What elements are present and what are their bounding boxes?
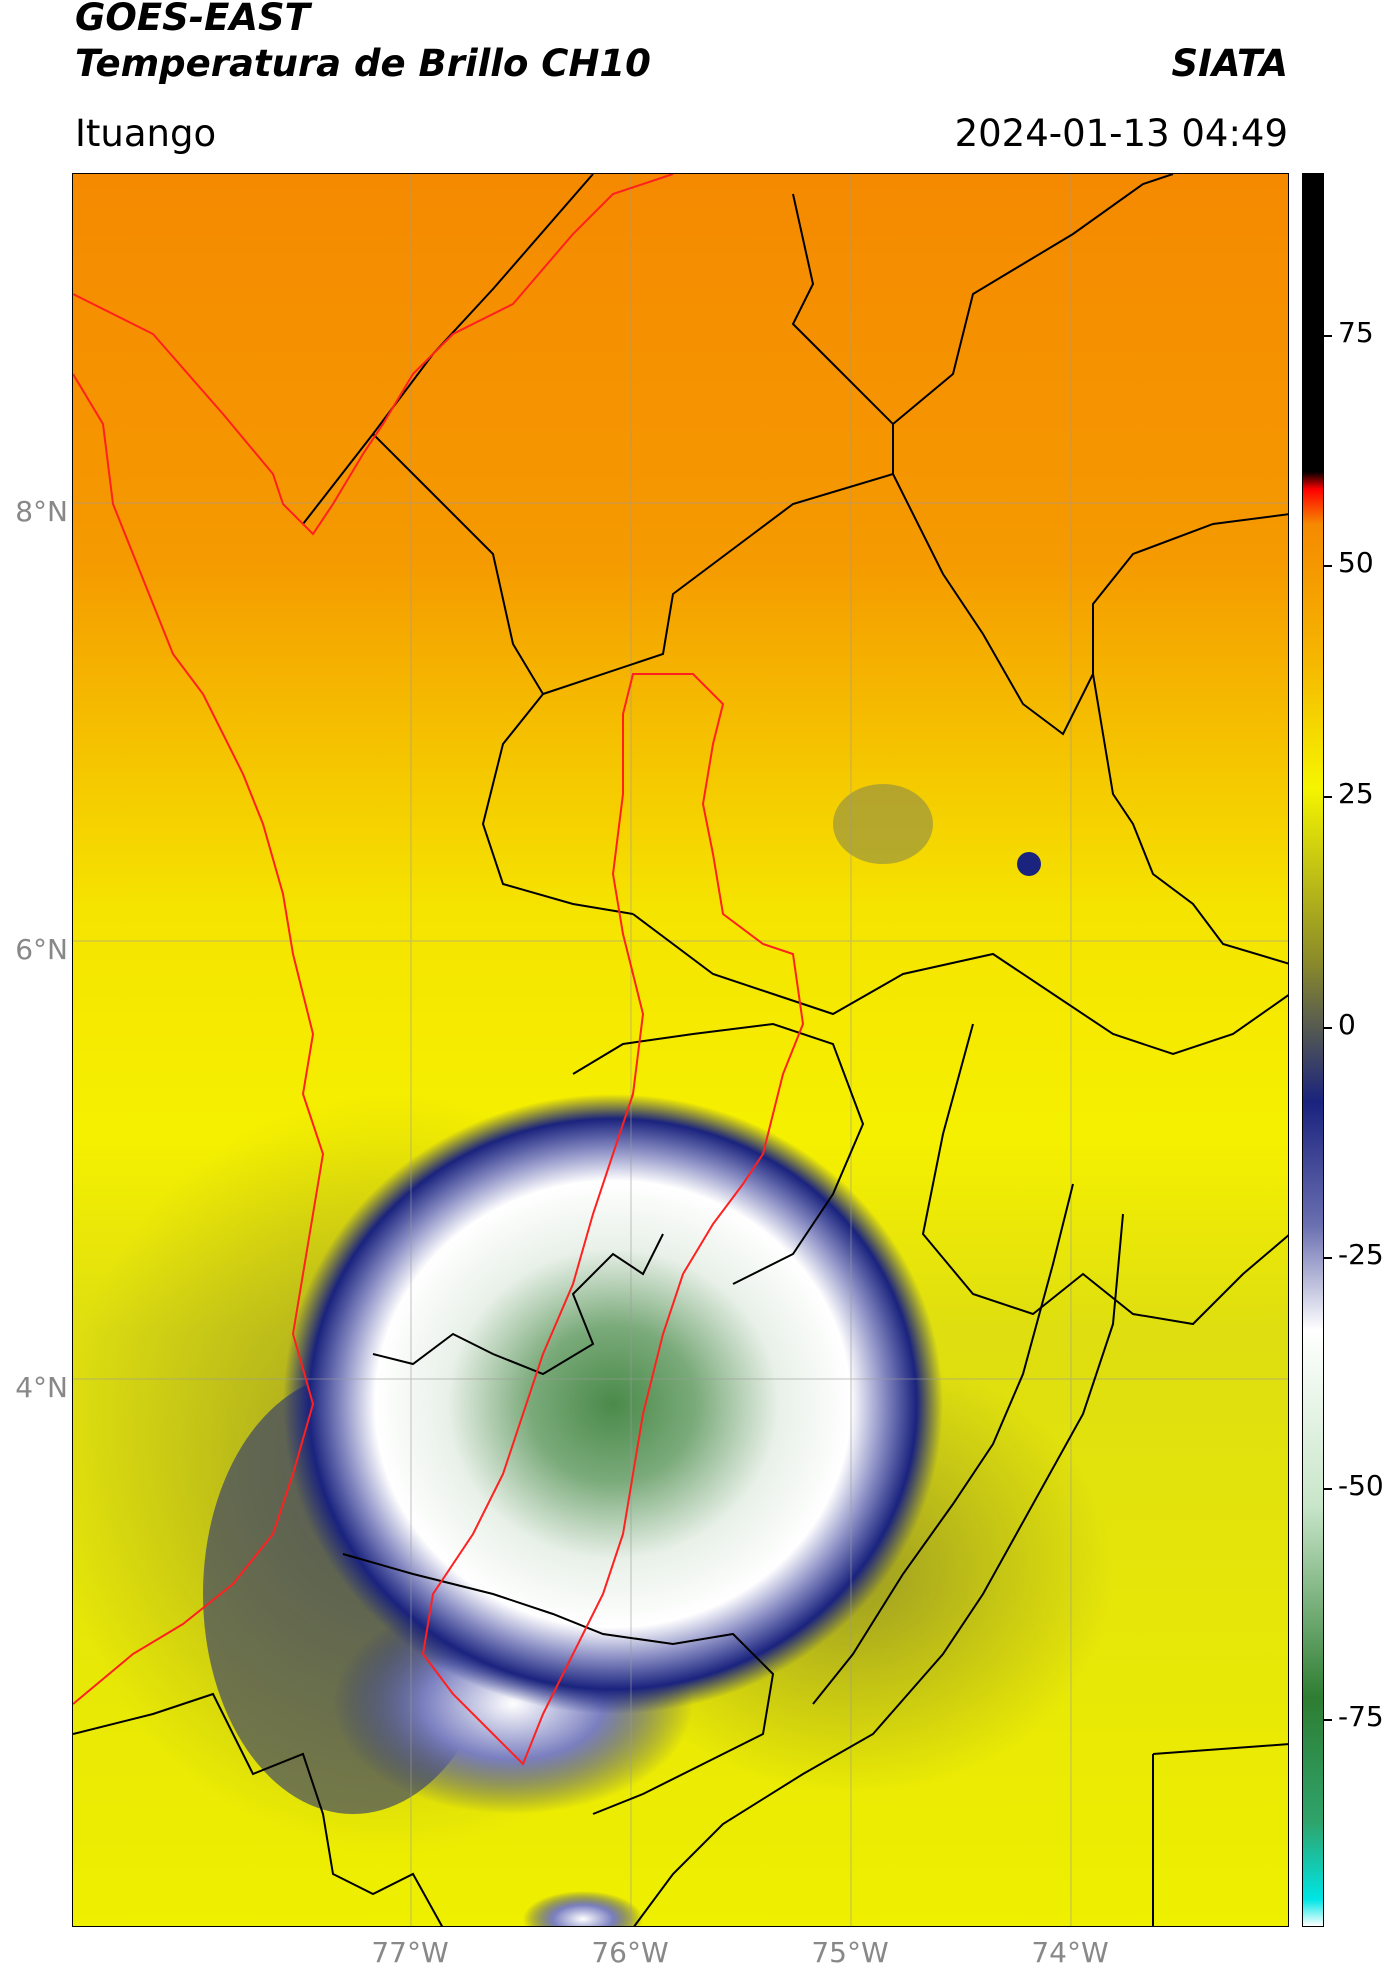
colorbar-tick [1324, 1488, 1332, 1490]
pacific-coast [73, 373, 325, 1705]
lon-label-75w: 75°W [811, 1936, 889, 1969]
colorbar-tick [1324, 335, 1332, 337]
colorbar-label: 50 [1338, 546, 1374, 579]
cloud-patch [833, 784, 933, 864]
colorbar-tick [1324, 1719, 1332, 1721]
colorbar-tick [1324, 565, 1332, 567]
ituango-basin [421, 673, 805, 1766]
satellite-map [72, 173, 1289, 1927]
colorbar-tick [1324, 1257, 1332, 1259]
colorbar-label: 25 [1338, 777, 1374, 810]
border-line [633, 1213, 1124, 1926]
lat-label-6n: 6°N [15, 933, 68, 966]
caribbean-coast [73, 174, 674, 536]
map-canvas [73, 174, 1288, 1926]
border-line [1092, 673, 1288, 965]
colorbar-label: -50 [1338, 1469, 1384, 1502]
convective-storm-core [283, 1094, 943, 1714]
colorbar-label: -75 [1338, 1700, 1384, 1733]
border-line [342, 1553, 775, 1815]
datetime-label: 2024-01-13 04:49 [954, 112, 1288, 155]
lon-label-76w: 76°W [591, 1936, 669, 1969]
lat-label-4n: 4°N [15, 1371, 68, 1404]
border-line [632, 913, 1288, 1056]
cold-cloud-spot [1017, 852, 1041, 876]
graticule [73, 174, 1288, 1926]
colorbar-tick [1324, 1027, 1332, 1029]
lat-label-8n: 8°N [15, 495, 68, 528]
border-line [372, 1233, 664, 1376]
border-line [892, 174, 1174, 425]
colorbar-label: 75 [1338, 316, 1374, 349]
border-line [572, 1022, 865, 1285]
colorbar-label: 0 [1338, 1008, 1356, 1041]
department-borders [73, 174, 1288, 1926]
border-line [921, 1023, 1288, 1326]
border-line [73, 1692, 444, 1926]
border-line [812, 1183, 1074, 1705]
cold-cloud-bottom [523, 1891, 643, 1926]
border-line [372, 433, 634, 915]
colorbar-tick [1324, 796, 1332, 798]
lon-label-77w: 77°W [371, 1936, 449, 1969]
colorbar [1302, 173, 1324, 1927]
satellite-title: GOES-EAST [75, 0, 310, 39]
coast-and-basin-outline [73, 174, 805, 1766]
product-title: Temperatura de Brillo CH10 [75, 42, 651, 85]
colorbar-label: -25 [1338, 1238, 1384, 1271]
border-line [892, 473, 1288, 736]
organization-label: SIATA [1171, 42, 1288, 85]
border-line [1152, 1743, 1288, 1755]
region-label: Ituango [75, 112, 217, 155]
lon-label-74w: 74°W [1031, 1936, 1109, 1969]
